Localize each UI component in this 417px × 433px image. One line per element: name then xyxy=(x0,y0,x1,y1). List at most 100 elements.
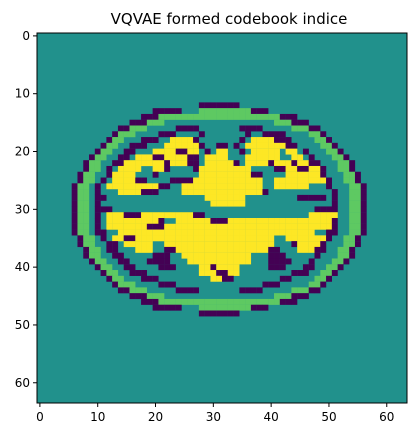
heatmap-cell xyxy=(152,108,159,115)
heatmap-cell xyxy=(245,171,252,178)
x-tick-label: 50 xyxy=(321,410,336,424)
heatmap-cell xyxy=(135,119,142,126)
heatmap-cell xyxy=(210,270,217,276)
heatmap-cell xyxy=(141,298,147,305)
heatmap-cell xyxy=(256,113,263,120)
heatmap-cell xyxy=(326,270,332,276)
heatmap-cell xyxy=(164,264,171,271)
heatmap-cell xyxy=(129,160,136,167)
heatmap-cell xyxy=(239,194,246,201)
heatmap-cell xyxy=(83,229,90,236)
heatmap-cell xyxy=(331,189,338,196)
heatmap-cell xyxy=(141,119,147,126)
heatmap-cell xyxy=(285,229,292,236)
heatmap-cell xyxy=(164,258,171,265)
heatmap-cell xyxy=(274,177,280,184)
heatmap-cell xyxy=(245,131,252,138)
heatmap-cell xyxy=(268,160,275,167)
heatmap-cell xyxy=(158,223,165,230)
heatmap-cell xyxy=(216,270,223,276)
heatmap-cell xyxy=(77,235,84,242)
heatmap-cell xyxy=(308,171,315,178)
heatmap-cell xyxy=(187,154,194,161)
heatmap-cell xyxy=(314,194,321,201)
heatmap-cell xyxy=(187,160,194,167)
heatmap-cell xyxy=(181,148,188,155)
heatmap-cell xyxy=(320,275,327,282)
heatmap-cell xyxy=(123,131,130,138)
heatmap-cell xyxy=(146,212,153,219)
heatmap-cell xyxy=(239,287,246,294)
heatmap-cell xyxy=(169,142,176,149)
heatmap-cell xyxy=(216,264,223,271)
heatmap-cell xyxy=(141,235,147,242)
heatmap-cell xyxy=(135,293,142,300)
heatmap-cell xyxy=(152,218,159,224)
heatmap-cell xyxy=(308,218,315,224)
heatmap-cell xyxy=(210,275,217,282)
heatmap-cell xyxy=(274,258,280,265)
heatmap-cell xyxy=(169,246,176,253)
heatmap-cell xyxy=(175,304,182,311)
heatmap-cell xyxy=(210,298,217,305)
heatmap-cell xyxy=(326,148,332,155)
heatmap-cell xyxy=(354,200,361,207)
heatmap-cell xyxy=(250,223,257,230)
heatmap-cell xyxy=(245,125,252,132)
heatmap-cell xyxy=(227,113,234,120)
heatmap-cell xyxy=(187,148,194,155)
heatmap-cell xyxy=(117,177,124,184)
heatmap-cell xyxy=(123,154,130,161)
heatmap-cell xyxy=(89,258,95,265)
y-tick-label: 20 xyxy=(15,145,30,159)
heatmap-cell xyxy=(216,177,223,184)
heatmap-cell xyxy=(262,223,269,230)
heatmap-cell xyxy=(169,137,176,143)
heatmap-cell xyxy=(210,189,217,196)
heatmap-cell xyxy=(175,108,182,115)
heatmap-cell xyxy=(297,154,304,161)
heatmap-cell xyxy=(256,189,263,196)
heatmap-cell xyxy=(198,142,205,149)
heatmap-cell xyxy=(129,293,136,300)
heatmap-cell xyxy=(187,229,194,236)
heatmap-cell xyxy=(204,270,211,276)
chart-title: VQVAE formed codebook indice xyxy=(111,10,348,28)
heatmap-cell xyxy=(227,235,234,242)
heatmap-cell xyxy=(239,252,246,259)
heatmap-cell xyxy=(250,177,257,184)
heatmap-cell xyxy=(285,165,292,172)
heatmap-cell xyxy=(141,183,147,190)
heatmap-cell xyxy=(360,200,367,207)
heatmap-cell xyxy=(308,281,315,288)
heatmap-cell xyxy=(227,160,234,167)
heatmap-cell xyxy=(279,223,286,230)
heatmap-cell xyxy=(291,293,298,300)
heatmap-cell xyxy=(314,160,321,167)
heatmap-cell xyxy=(314,125,321,132)
heatmap-cell xyxy=(314,218,321,224)
heatmap-cell xyxy=(210,304,217,311)
heatmap-cell xyxy=(354,183,361,190)
heatmap-cell xyxy=(227,258,234,265)
heatmap-cell xyxy=(291,287,298,294)
heatmap-cell xyxy=(274,113,280,120)
heatmap-cell xyxy=(169,113,176,120)
heatmap-cell xyxy=(71,229,78,236)
heatmap-cell xyxy=(233,189,240,196)
heatmap-cell xyxy=(245,160,252,167)
heatmap-cell xyxy=(158,281,165,288)
heatmap-cell xyxy=(129,177,136,184)
heatmap-cell xyxy=(291,119,298,126)
heatmap-cell xyxy=(349,171,356,178)
heatmap-cell xyxy=(256,183,263,190)
heatmap-cell xyxy=(239,258,246,265)
heatmap-cell xyxy=(198,212,205,219)
heatmap-cell xyxy=(135,287,142,294)
heatmap-cell xyxy=(135,218,142,224)
heatmap-cell xyxy=(135,177,142,184)
heatmap-cell xyxy=(77,177,84,184)
heatmap-cell xyxy=(239,165,246,172)
heatmap-cell xyxy=(274,264,280,271)
heatmap-cell xyxy=(227,241,234,248)
